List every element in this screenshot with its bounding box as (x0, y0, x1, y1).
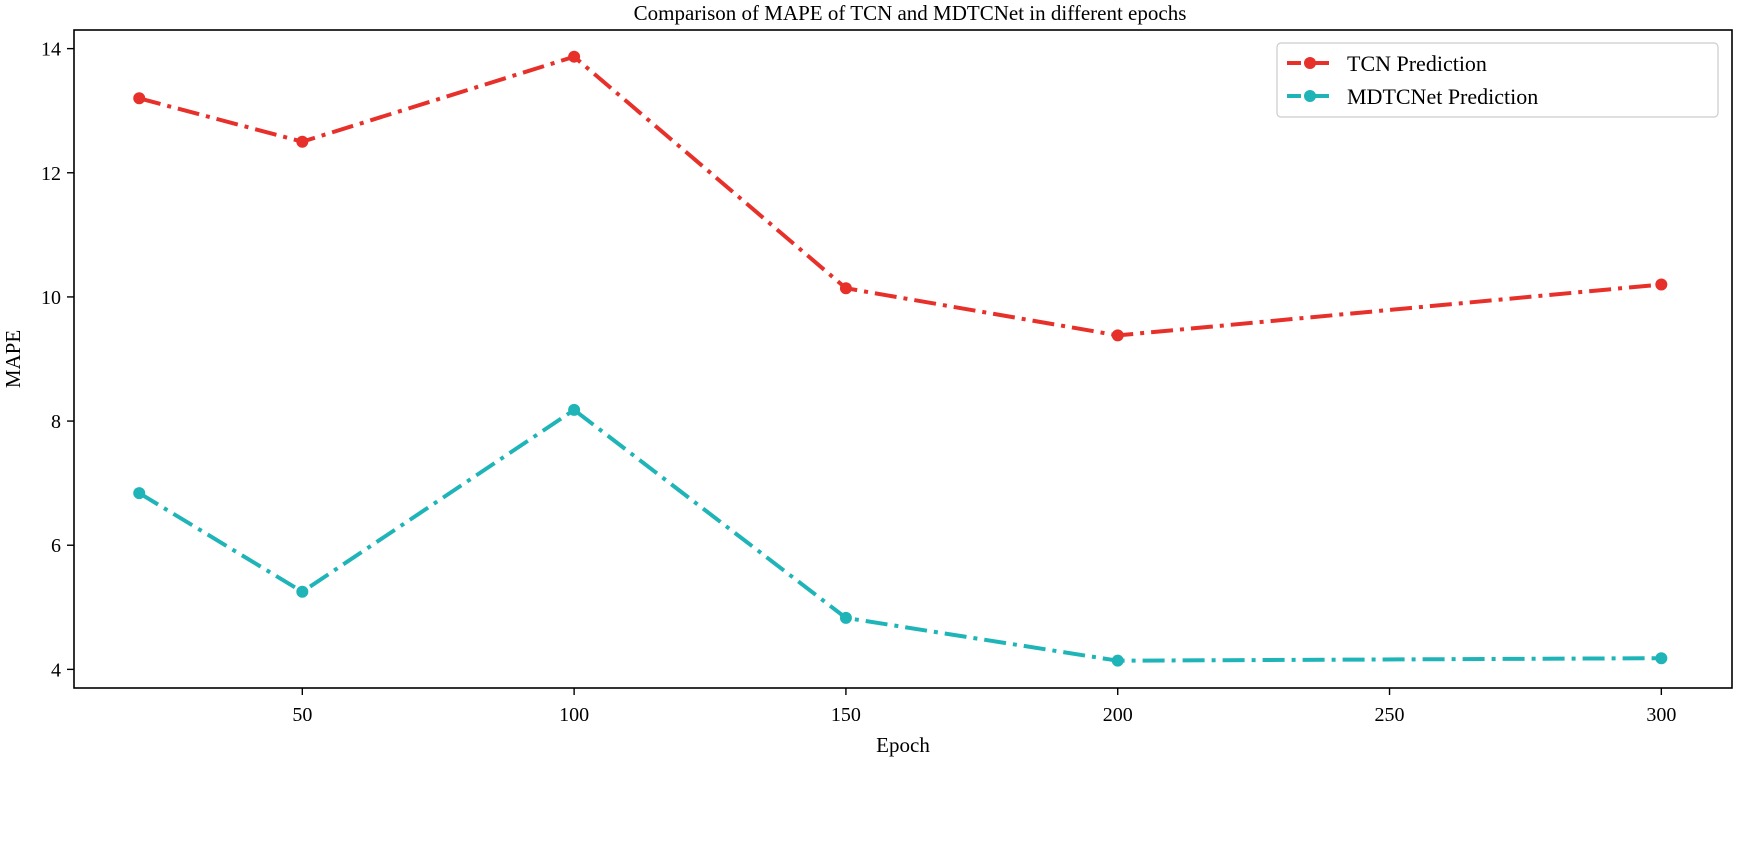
y-tick-label-4: 12 (41, 163, 61, 185)
plot-area (73, 29, 1733, 689)
legend: TCN Prediction MDTCNet Prediction (1276, 42, 1719, 118)
series-1-point-1 (296, 585, 309, 598)
series-1-point-2 (568, 403, 581, 416)
series-0-point-5 (1655, 278, 1668, 291)
legend-marker-1 (1304, 90, 1316, 102)
y-tick-label-2: 8 (51, 411, 61, 433)
x-tick-label-1: 100 (559, 704, 589, 726)
series-0-point-3 (839, 282, 852, 295)
legend-marker-0 (1304, 57, 1316, 69)
plot-frame (73, 29, 1733, 689)
x-tick-label-0: 50 (292, 704, 312, 726)
x-tick-label-2: 150 (831, 704, 861, 726)
x-tick-label-4: 250 (1375, 704, 1405, 726)
series-line-1 (138, 407, 1662, 663)
legend-box (1276, 42, 1719, 118)
series-0-point-0 (133, 92, 146, 105)
series-line-0 (138, 54, 1662, 338)
series-0-point-2 (568, 50, 581, 63)
series-1-point-5 (1655, 652, 1668, 665)
y-tick-label-3: 10 (41, 287, 61, 309)
x-tick-label-3: 200 (1103, 704, 1133, 726)
x-axis-label: Epoch (876, 733, 930, 757)
y-axis-ticks: 4 6 8 10 12 14 (41, 39, 74, 681)
series-1-point-4 (1111, 654, 1124, 667)
legend-label-1: MDTCNet Prediction (1347, 84, 1538, 109)
chart-title: Comparison of MAPE of TCN and MDTCNet in… (634, 1, 1187, 25)
y-tick-label-1: 6 (51, 535, 61, 557)
series-1-point-3 (839, 611, 852, 624)
x-tick-label-5: 300 (1646, 704, 1676, 726)
legend-label-0: TCN Prediction (1347, 51, 1487, 76)
y-tick-label-0: 4 (51, 659, 61, 681)
series-0-point-1 (296, 135, 309, 148)
x-axis-ticks: 50 100 150 200 250 300 (292, 688, 1676, 726)
y-axis-label: MAPE (1, 330, 25, 388)
series-1-point-0 (133, 487, 146, 500)
y-tick-label-5: 14 (41, 39, 61, 61)
series-layer (133, 50, 1668, 667)
series-0-point-4 (1111, 329, 1124, 342)
